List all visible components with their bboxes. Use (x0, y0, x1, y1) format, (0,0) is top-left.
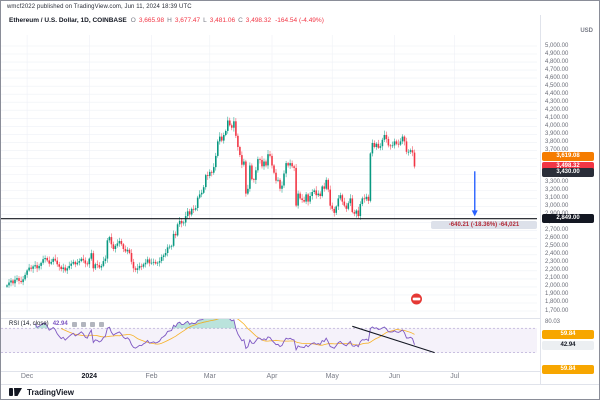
price-tick-label: 1,700.00 (545, 307, 569, 314)
ohlc-value: 3,481.06 (209, 17, 236, 24)
price-tick-label: 3,000.00 (545, 203, 569, 210)
no-entry-sticker-icon (411, 293, 422, 305)
level-price-badge-dark: 3,430.00 (542, 167, 594, 177)
price-tick-label: 1,900.00 (545, 291, 569, 298)
ohlc-key: H (167, 17, 172, 24)
ohlc-key: C (238, 17, 243, 24)
price-tick-label: 4,600.00 (545, 74, 569, 81)
rsi-scale-label: 80.03 (545, 319, 561, 325)
visibility-icon[interactable] (71, 321, 77, 327)
price-tick-label: 4,000.00 (545, 122, 569, 129)
price-scale-unit-label: USD (580, 28, 593, 34)
price-tick-label: 2,100.00 (545, 275, 569, 282)
pane-separator-bottom[interactable] (1, 371, 541, 372)
time-tick-label: Apr (266, 373, 278, 380)
time-tick-label: May (325, 373, 339, 380)
settings-icon[interactable] (80, 321, 86, 327)
price-tick-label: 4,100.00 (545, 114, 569, 121)
price-tick-label: 3,900.00 (545, 130, 569, 137)
brand-name: TradingView (27, 387, 74, 397)
price-tick-label: 3,800.00 (545, 138, 569, 145)
ohlc-values: O 3,665.98 H 3,677.47 L 3,481.06 C 3,498.32 (131, 17, 271, 24)
time-tick-label: Feb (145, 373, 158, 380)
footer-separator (1, 384, 599, 385)
price-tick-label: 2,000.00 (545, 283, 569, 290)
price-tick-label: 2,400.00 (545, 251, 569, 258)
price-tick-label: 5,000.00 (545, 42, 569, 49)
price-tick-label: 4,200.00 (545, 106, 569, 113)
rsi-title[interactable]: RSI (14, close) (9, 321, 49, 327)
time-tick-label: Jun (388, 373, 401, 380)
price-tick-label: 2,700.00 (545, 227, 569, 234)
ohlc-value: 3,677.47 (174, 17, 201, 24)
last-price-badge: 3,498.32 (542, 162, 594, 172)
more-icon[interactable] (98, 321, 104, 327)
price-tick-label: 3,200.00 (545, 187, 569, 194)
price-tick-label: 4,700.00 (545, 66, 569, 73)
time-tick-label: Mar (203, 373, 216, 380)
price-tick-label: 3,300.00 (545, 179, 569, 185)
rsi-lower-badge: 59.84 (542, 364, 594, 374)
price-tick-label: 2,500.00 (545, 243, 569, 250)
price-tick-label: 4,500.00 (545, 82, 569, 89)
rsi-last-value: 42.94 (52, 321, 68, 327)
delete-icon[interactable] (89, 321, 95, 327)
price-tick-label: 4,900.00 (545, 50, 569, 57)
time-tick-label: 2024 (81, 373, 98, 380)
ohlc-key: O (130, 17, 136, 24)
symbol-title[interactable]: Ethereum / U.S. Dollar, 1D, COINBASE (9, 17, 127, 24)
publish-attribution: wmcf2022 published on TradingView.com, J… (7, 4, 192, 10)
price-tick-label: 3,100.00 (545, 195, 569, 202)
price-tick-label: 3,700.00 (545, 146, 569, 153)
price-chart-canvas[interactable] (1, 15, 541, 319)
ohlc-key: L (203, 17, 207, 24)
price-tick-label: 2,900.00 (545, 211, 568, 218)
measurement-label[interactable]: -640.21 (-18.36%) -64,021 (431, 221, 537, 229)
price-tick-label: 1,800.00 (545, 299, 569, 306)
price-tick-label: 4,400.00 (545, 90, 569, 97)
pane-separator-top[interactable] (1, 318, 541, 319)
horizontal-line-badge: 2,849.00 (542, 214, 594, 224)
tradingview-logo-icon (9, 388, 22, 396)
time-tick-label: Dec (20, 373, 34, 380)
rsi-chart-canvas[interactable] (1, 319, 541, 371)
time-tick-label: Jul (450, 373, 460, 380)
ohlc-value: 3,498.32 (245, 17, 272, 24)
price-tick-label: 2,600.00 (545, 235, 569, 242)
price-tick-label: 2,300.00 (545, 259, 569, 266)
price-tick-label: 4,300.00 (545, 98, 569, 105)
brand-footer[interactable]: TradingView (9, 387, 74, 397)
alert-price-badge: 3,619.08 (542, 152, 594, 162)
rsi-value-badge: 42.94 (542, 340, 594, 350)
axis-separator (540, 15, 541, 385)
price-tick-label: 2,200.00 (545, 267, 569, 274)
rsi-ma-badge: 59.84 (542, 330, 594, 340)
chart-legend[interactable]: Ethereum / U.S. Dollar, 1D, COINBASE O 3,… (9, 17, 324, 24)
rsi-legend[interactable]: RSI (14, close) 42.94 (9, 321, 104, 327)
price-tick-label: 4,800.00 (545, 58, 569, 65)
ohlc-value: 3,665.98 (138, 17, 165, 24)
change-value: -164.54 (-4.49%) (275, 17, 324, 24)
